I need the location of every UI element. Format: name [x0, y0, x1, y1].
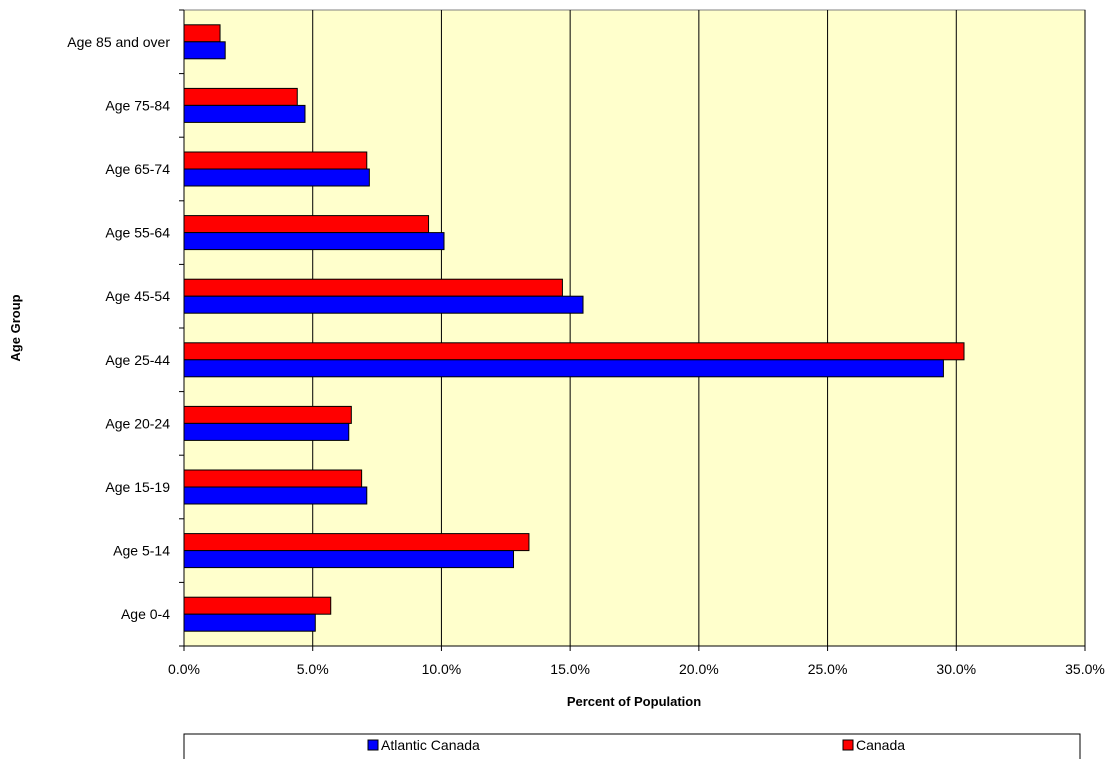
bar-atlantic-canada: [183, 41, 226, 60]
y-tick-label: Age 5-14: [113, 543, 170, 559]
bar-atlantic-canada: [183, 613, 316, 632]
bar-canada: [183, 405, 352, 424]
y-tick-label: Age 0-4: [121, 606, 170, 622]
bar-atlantic-canada: [183, 422, 350, 441]
bar-atlantic-canada: [183, 295, 584, 314]
y-tick-label: Age 25-44: [105, 352, 170, 368]
x-axis-title: Percent of Population: [567, 694, 701, 709]
y-tick-label: Age 75-84: [105, 97, 170, 113]
y-tick-labels: Age 0-4 Age 5-14 Age 15-19 Age 20-24 Age 25-…: [67, 34, 170, 622]
bar-canada: [183, 87, 298, 106]
bar-atlantic-canada: [183, 550, 515, 569]
bars: [183, 24, 965, 632]
x-tick-label: 15.0%: [550, 661, 590, 677]
legend-swatch-atlantic-canada: [367, 739, 379, 751]
legend-box: [183, 733, 1081, 759]
bar-canada: [183, 596, 332, 615]
legend-label-atlantic-canada: Atlantic Canada: [381, 737, 480, 753]
bar-atlantic-canada: [183, 232, 445, 251]
x-tick-label: 30.0%: [936, 661, 976, 677]
bar-canada: [183, 342, 965, 361]
y-axis-title: Age Group: [8, 294, 23, 361]
y-tick-label: Age 15-19: [105, 479, 170, 495]
bar-atlantic-canada: [183, 168, 370, 187]
bar-canada: [183, 151, 368, 170]
y-tick-label: Age 55-64: [105, 225, 170, 241]
bar-canada: [183, 278, 563, 297]
x-tick-label: 20.0%: [679, 661, 719, 677]
bar-canada: [183, 469, 363, 488]
x-tick-label: 10.0%: [422, 661, 462, 677]
bar-atlantic-canada: [183, 359, 944, 378]
y-tick-label: Age 45-54: [105, 288, 170, 304]
legend-swatch-canada: [842, 739, 854, 751]
bar-atlantic-canada: [183, 104, 306, 123]
y-tick-label: Age 65-74: [105, 161, 170, 177]
axes: [179, 9, 1086, 651]
x-tick-label: 5.0%: [297, 661, 329, 677]
y-tick-label: Age 85 and over: [67, 34, 170, 50]
x-tick-label: 35.0%: [1065, 661, 1105, 677]
x-tick-label: 25.0%: [808, 661, 848, 677]
legend: Atlantic Canada Canada: [183, 733, 1081, 759]
x-tick-labels: 0.0% 5.0% 10.0% 15.0% 20.0% 25.0% 30.0% 35.0%: [168, 661, 1105, 677]
legend-label-canada: Canada: [856, 737, 905, 753]
bar-canada: [183, 215, 430, 234]
bar-canada: [183, 24, 221, 43]
y-tick-label: Age 20-24: [105, 415, 170, 431]
bar-atlantic-canada: [183, 486, 368, 505]
x-tick-label: 0.0%: [168, 661, 200, 677]
bar-canada: [183, 533, 530, 552]
